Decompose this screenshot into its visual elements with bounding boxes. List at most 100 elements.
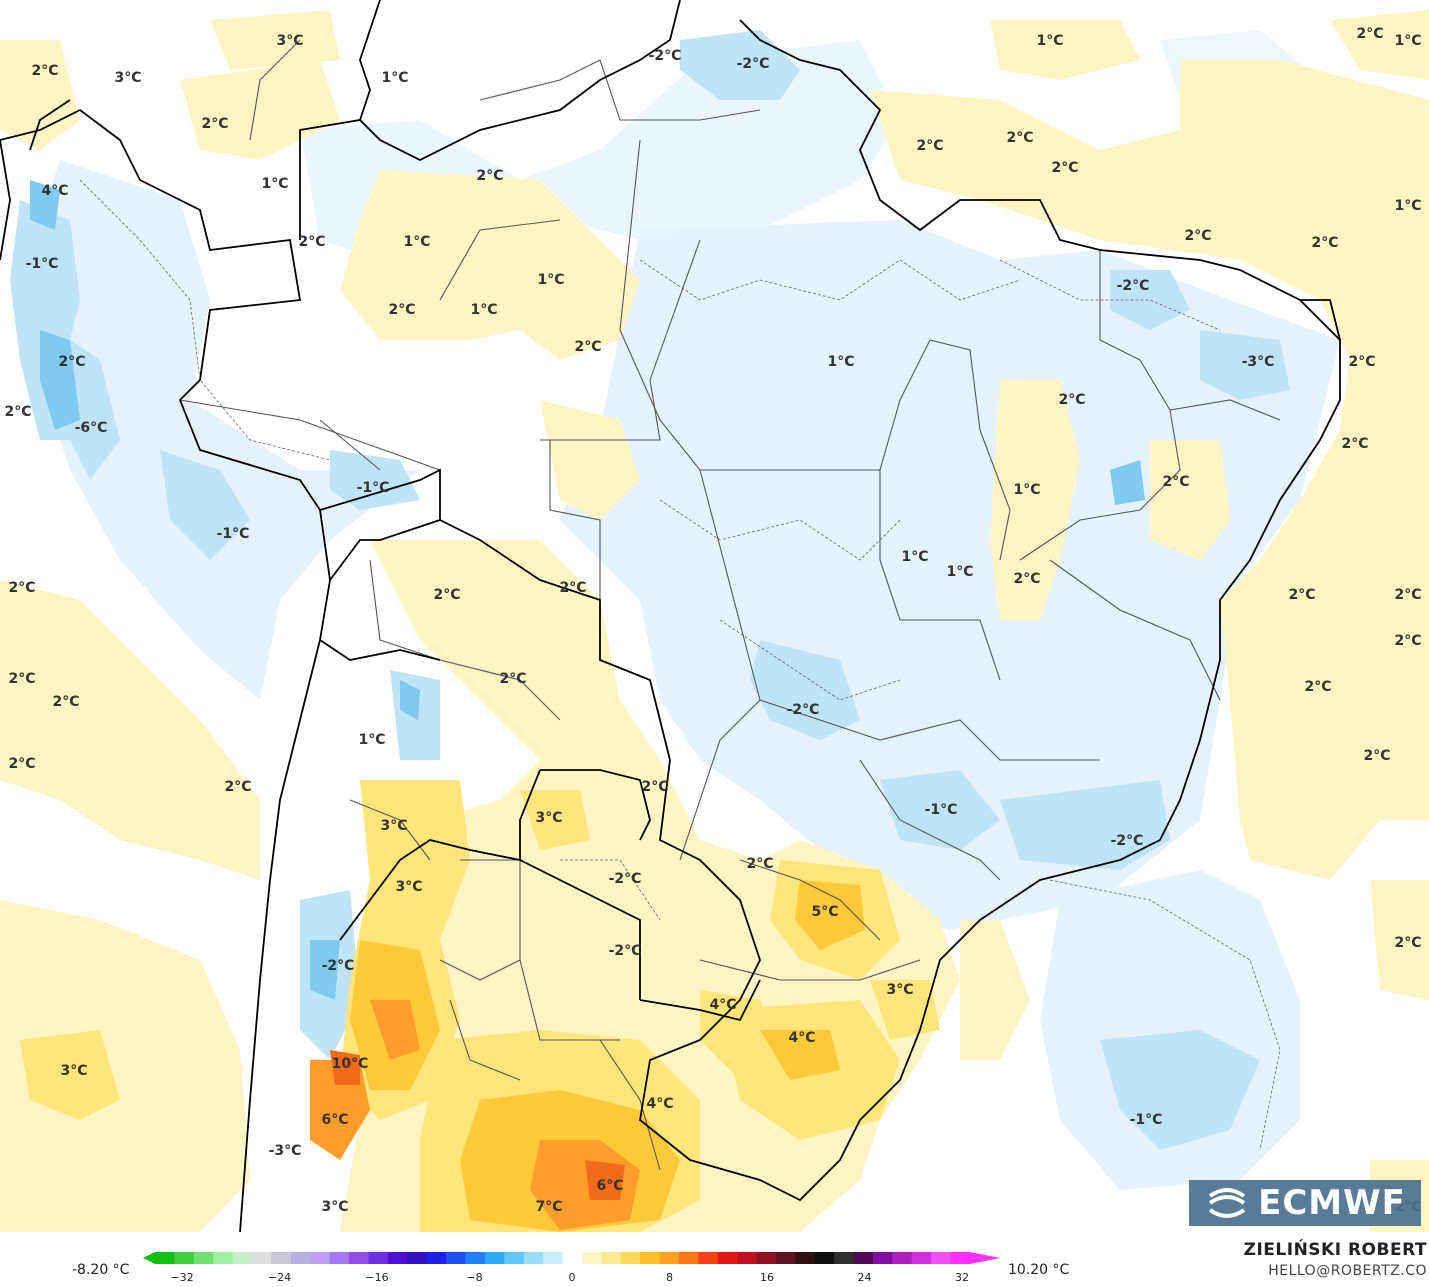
ecmwf-logo-text: ECMWF (1258, 1183, 1406, 1223)
colorbar-tick-label: 24 (858, 1271, 872, 1284)
colorbar-cell (329, 1252, 350, 1264)
contour-label: 2°C (388, 302, 415, 318)
contour-label: -6°C (75, 420, 108, 436)
negative-contours (79, 179, 1281, 1151)
contour-label: -2°C (649, 48, 682, 64)
colorbar-cell (756, 1252, 777, 1264)
colorbar-cell (678, 1252, 699, 1264)
contour-label: 1°C (261, 176, 288, 192)
contour-label: 2°C (4, 404, 31, 420)
contour-label: 2°C (1356, 26, 1383, 42)
contour-label: 2°C (1311, 235, 1338, 251)
contour-label: 2°C (499, 671, 526, 687)
contour-label: 2°C (8, 756, 35, 772)
contour-label: 5°C (811, 904, 838, 920)
colorbar-legend: −32 −24 −16 −8 0 8 16 24 32 (0, 1232, 1429, 1287)
contour-label: -1°C (925, 802, 958, 818)
colorbar-cell (252, 1252, 272, 1264)
contour-label: 4°C (646, 1096, 673, 1112)
author-email: HELLO@ROBERTZ.CO (1268, 1263, 1427, 1279)
contour-label: -1°C (217, 526, 250, 542)
contour-label: 2°C (1184, 228, 1211, 244)
contour-label: 2°C (201, 116, 228, 132)
contour-label: 2°C (58, 354, 85, 370)
colorbar-cell (426, 1252, 447, 1264)
contour-label: 2°C (746, 856, 773, 872)
colorbar-cell (523, 1252, 544, 1264)
colorbar-cell (872, 1252, 893, 1264)
country-borders (0, 0, 1341, 1232)
colorbar-cell (543, 1252, 563, 1264)
colorbar-cell (290, 1252, 311, 1264)
contour-label: 1°C (470, 302, 497, 318)
contour-label: 1°C (381, 70, 408, 86)
contour-label: 3°C (60, 1063, 87, 1079)
colorbar-cell (155, 1252, 175, 1264)
colorbar: −32 −24 −16 −8 0 8 16 24 32 (143, 1252, 1000, 1284)
ecmwf-logo: ECMWF (1189, 1180, 1421, 1226)
contour-label: -2°C (737, 56, 770, 72)
contour-label: 2°C (476, 168, 503, 184)
contour-label: -3°C (1242, 354, 1275, 370)
contour-label: -2°C (609, 871, 642, 887)
contour-label: 6°C (321, 1112, 348, 1128)
contour-labels: 3°C 2°C 3°C 1°C -2°C -2°C 1°C 2°C 1°C 2°C 2°C 2°C 2°… (4, 26, 1421, 1215)
colorbar-cell (271, 1252, 292, 1264)
colorbar-tick-label: 16 (760, 1271, 774, 1284)
colorbar-tick-label: −24 (268, 1271, 291, 1284)
colorbar-cell (911, 1252, 932, 1264)
contour-label: 1°C (901, 549, 928, 565)
contour-label: 4°C (709, 997, 736, 1013)
contour-label: 2°C (574, 339, 601, 355)
contour-label: 2°C (559, 580, 586, 596)
contour-label: -2°C (1111, 833, 1144, 849)
contour-label: 4°C (788, 1030, 815, 1046)
colorbar-tick-label: −8 (466, 1271, 482, 1284)
contour-label: 2°C (1341, 436, 1368, 452)
colorbar-cell (931, 1252, 952, 1264)
contour-label: 6°C (596, 1178, 623, 1194)
contour-label: 3°C (535, 810, 562, 826)
contour-label: 2°C (1304, 679, 1331, 695)
contour-label: 2°C (1394, 935, 1421, 951)
contour-label: 2°C (1162, 474, 1189, 490)
contour-label: 3°C (886, 982, 913, 998)
contour-label: 2°C (1348, 354, 1375, 370)
contour-label: 2°C (298, 234, 325, 250)
colorbar-cell (446, 1252, 466, 1264)
colorbar-cell (465, 1252, 486, 1264)
contour-label: 2°C (52, 694, 79, 710)
colorbar-cell (193, 1252, 214, 1264)
colorbar-cell (698, 1252, 719, 1264)
contour-label: 2°C (8, 580, 35, 596)
colorbar-cell (368, 1252, 389, 1264)
colorbar-right-arrow (970, 1252, 1000, 1264)
contour-label: 2°C (641, 779, 668, 795)
colorbar-cell (659, 1252, 680, 1264)
contour-label: 3°C (276, 33, 303, 49)
ecmwf-swirl-icon (1208, 1188, 1246, 1218)
contour-label: 2°C (1363, 748, 1390, 764)
colorbar-cell (562, 1252, 583, 1264)
colorbar-cell (717, 1252, 738, 1264)
colorbar-cell (892, 1252, 913, 1264)
contour-label: 2°C (1013, 571, 1040, 587)
contour-label: -2°C (609, 943, 642, 959)
temperature-anomaly-map: 3°C 2°C 3°C 1°C -2°C -2°C 1°C 2°C 1°C 2°C 2°C 2°C 2°… (0, 0, 1429, 1232)
contour-label: 2°C (31, 63, 58, 79)
colorbar-cell (484, 1252, 505, 1264)
contour-label: 2°C (1394, 633, 1421, 649)
contour-label: 3°C (380, 818, 407, 834)
contour-label: 1°C (1394, 33, 1421, 49)
colorbar-cell (504, 1252, 525, 1264)
colorbar-cell (814, 1252, 835, 1264)
colorbar-cell (737, 1252, 758, 1264)
cold-anomaly-cores (30, 180, 1145, 1000)
contour-label: 10°C (332, 1056, 369, 1072)
contour-label: 1°C (403, 234, 430, 250)
colorbar-cell (950, 1252, 971, 1264)
contour-label: 1°C (946, 564, 973, 580)
contour-label: 2°C (1288, 587, 1315, 603)
colorbar-cell (387, 1252, 408, 1264)
colorbar-cell (581, 1252, 602, 1264)
